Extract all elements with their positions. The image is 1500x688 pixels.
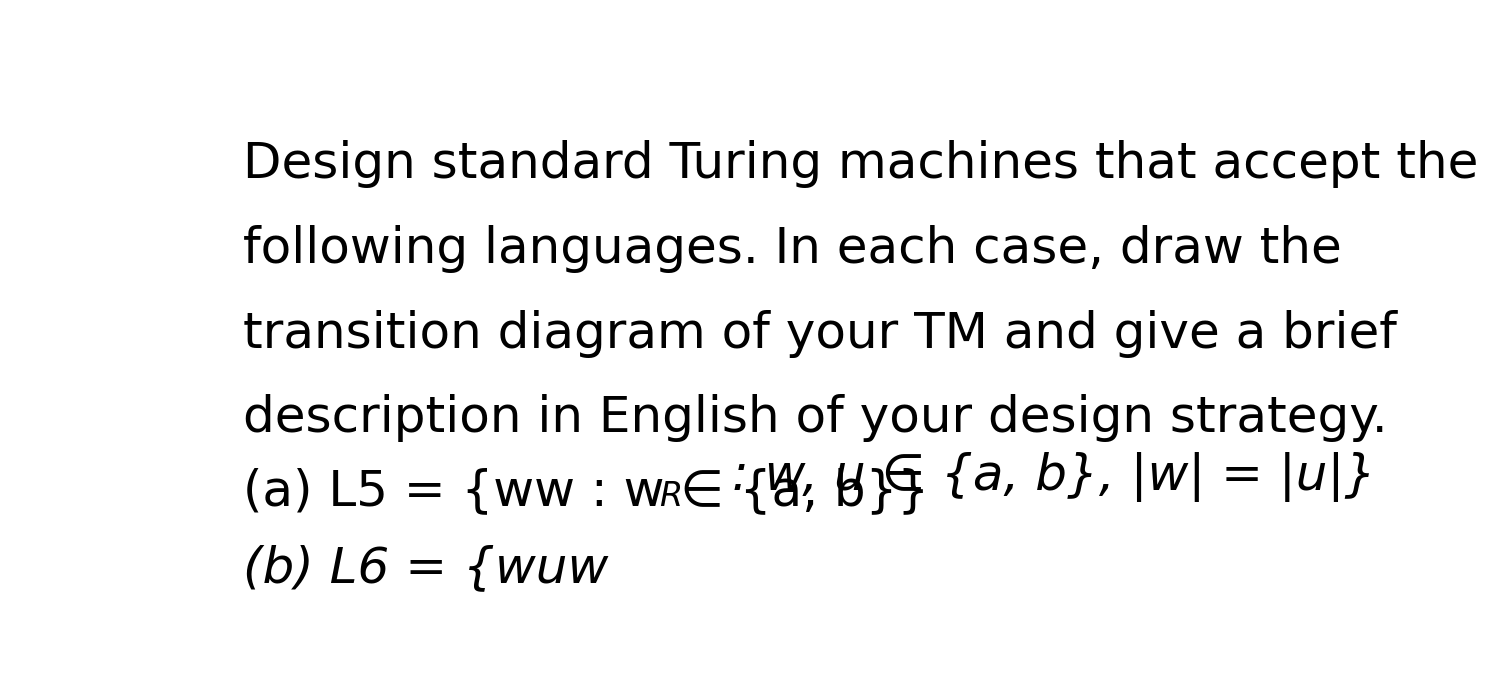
Text: following languages. In each case, draw the: following languages. In each case, draw … [243,225,1342,273]
Text: (b) L6 = {wuw: (b) L6 = {wuw [243,545,609,592]
Text: (a) L5 = {ww : w ∈ {a, b}}: (a) L5 = {ww : w ∈ {a, b}} [243,468,930,515]
Text: Design standard Turing machines that accept the: Design standard Turing machines that acc… [243,140,1479,189]
Text: transition diagram of your TM and give a brief: transition diagram of your TM and give a… [243,310,1396,358]
Text: R: R [658,480,682,513]
Text: : w, u ∈ {a, b}, |w| = |u|}: : w, u ∈ {a, b}, |w| = |u|} [717,452,1377,502]
Text: description in English of your design strategy.: description in English of your design st… [243,394,1388,442]
